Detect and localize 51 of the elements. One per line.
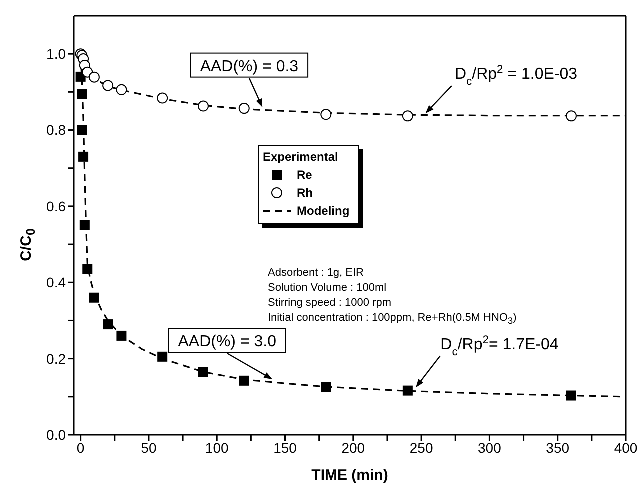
point [89, 292, 100, 303]
y-tick-label: 0.0 [46, 426, 66, 443]
point [238, 103, 250, 114]
x-tick-label: 100 [205, 440, 230, 456]
x-tick-label: 350 [546, 440, 570, 456]
point [320, 109, 332, 120]
point [88, 72, 100, 83]
legend-label: Modeling [297, 204, 350, 218]
point [78, 152, 89, 162]
x-tick-label: 250 [410, 440, 434, 456]
x-tick-label: 400 [614, 440, 638, 456]
x-tick-label: 150 [274, 440, 298, 456]
legend-label: Rh [297, 186, 313, 200]
y-tick-label: 0.8 [46, 122, 66, 138]
annotation: Stirring speed : 1000 rpm [268, 297, 392, 309]
annotation: AAD(%) = 0.3 [200, 58, 299, 76]
annotation: D$_{c}$/Rp$^{2}$= 1.7E-04 [440, 334, 559, 358]
point [82, 264, 93, 274]
x-tick-label: 50 [141, 440, 157, 456]
y-tick-label: 0.6 [46, 198, 66, 214]
point [116, 84, 128, 96]
annotation: D$_{c}$/Rp$^{2}$ = 1.0E-03 [454, 64, 578, 88]
point [198, 367, 208, 378]
point [80, 220, 90, 230]
x-axis-title: TIME (min) [312, 467, 388, 484]
point [103, 320, 114, 330]
x-tick-label: 200 [342, 440, 366, 456]
annotation: Adsorbent : 1g, EIR [268, 267, 364, 279]
y-tick-label: 1.0 [46, 46, 66, 62]
legend-title: Experimental [263, 150, 338, 164]
point [402, 386, 413, 396]
point [77, 125, 88, 136]
point [566, 110, 577, 122]
legend-label: Re [297, 168, 312, 182]
point [321, 382, 332, 392]
point [402, 110, 414, 122]
point [198, 100, 209, 112]
x-tick-label: 300 [478, 440, 502, 456]
y-tick-label: 0.2 [46, 350, 66, 367]
annotation: Initial concentration : 100ppm, Re+Rh(0.5M HNO$_{3}$) [268, 312, 517, 326]
point [157, 92, 168, 104]
y-tick-label: 0.4 [46, 274, 66, 291]
point [158, 352, 168, 362]
point [566, 390, 576, 401]
point [239, 376, 250, 386]
x-tick-label: 0 [76, 440, 85, 456]
point [116, 330, 127, 341]
point [102, 80, 114, 92]
annotation: AAD(%) = 3.0 [178, 334, 277, 351]
annotation: Solution Volume : 100ml [268, 282, 387, 294]
point [77, 89, 88, 100]
